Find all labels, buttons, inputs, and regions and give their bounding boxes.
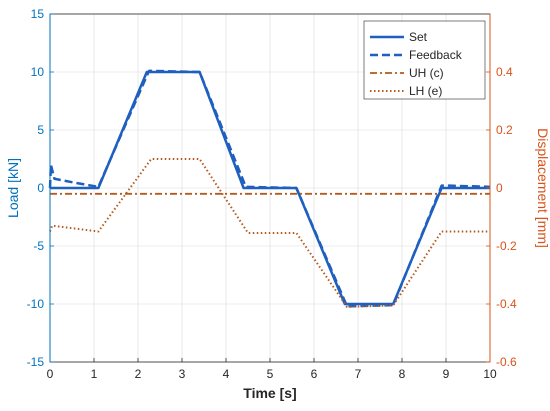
x-tick-label: 9 xyxy=(443,367,450,381)
x-axis-label: Time [s] xyxy=(243,385,296,401)
axes: 0 1 2 3 4 5 6 7 8 9 10 -15 -10 -5 0 5 10 15 -0.6 -0.4 -0.2 0 0… xyxy=(27,7,517,381)
legend-label-feedback: Feedback xyxy=(409,48,463,62)
y-tick-label-right: -0.2 xyxy=(496,239,517,253)
x-tick-label: 6 xyxy=(311,367,318,381)
y-tick-label-left: 0 xyxy=(37,181,44,195)
y-tick-label-left: 5 xyxy=(37,123,44,137)
series-line-feedback xyxy=(48,69,491,308)
y-tick-label-left: -15 xyxy=(27,355,45,369)
x-tick-label: 5 xyxy=(267,367,274,381)
x-tick-label: 7 xyxy=(355,367,362,381)
legend-label-uh-c: UH (c) xyxy=(409,66,444,80)
x-tick-label: 3 xyxy=(179,367,186,381)
x-tick-label: 4 xyxy=(223,367,230,381)
legend: Set Feedback UH (c) LH (e) xyxy=(363,20,486,100)
y-tick-label-right: -0.4 xyxy=(496,297,517,311)
y-tick-label-left: -5 xyxy=(33,239,44,253)
series-layer xyxy=(48,69,491,308)
x-tick-label: 8 xyxy=(399,367,406,381)
y-tick-label-right: 0.4 xyxy=(496,65,513,79)
y-tick-label-left: -10 xyxy=(27,297,45,311)
y-tick-label-left: 10 xyxy=(31,65,45,79)
x-tick-label: 0 xyxy=(47,367,54,381)
y-axis-label-left: Load [kN] xyxy=(5,158,21,218)
y-axis-label-right: Displacement [mm] xyxy=(535,128,550,248)
y-tick-label-right: -0.6 xyxy=(496,355,517,369)
y-tick-label-right: 0 xyxy=(496,181,503,195)
legend-label-set: Set xyxy=(409,30,428,44)
x-tick-label: 2 xyxy=(135,367,142,381)
x-tick-label: 10 xyxy=(483,367,497,381)
y-tick-label-left: 15 xyxy=(31,7,45,21)
x-tick-label: 1 xyxy=(91,367,98,381)
legend-box xyxy=(363,20,486,100)
legend-label-lh-e: LH (e) xyxy=(409,84,442,98)
y-tick-label-right: 0.2 xyxy=(496,123,513,137)
series-line-lh-e xyxy=(49,158,490,308)
